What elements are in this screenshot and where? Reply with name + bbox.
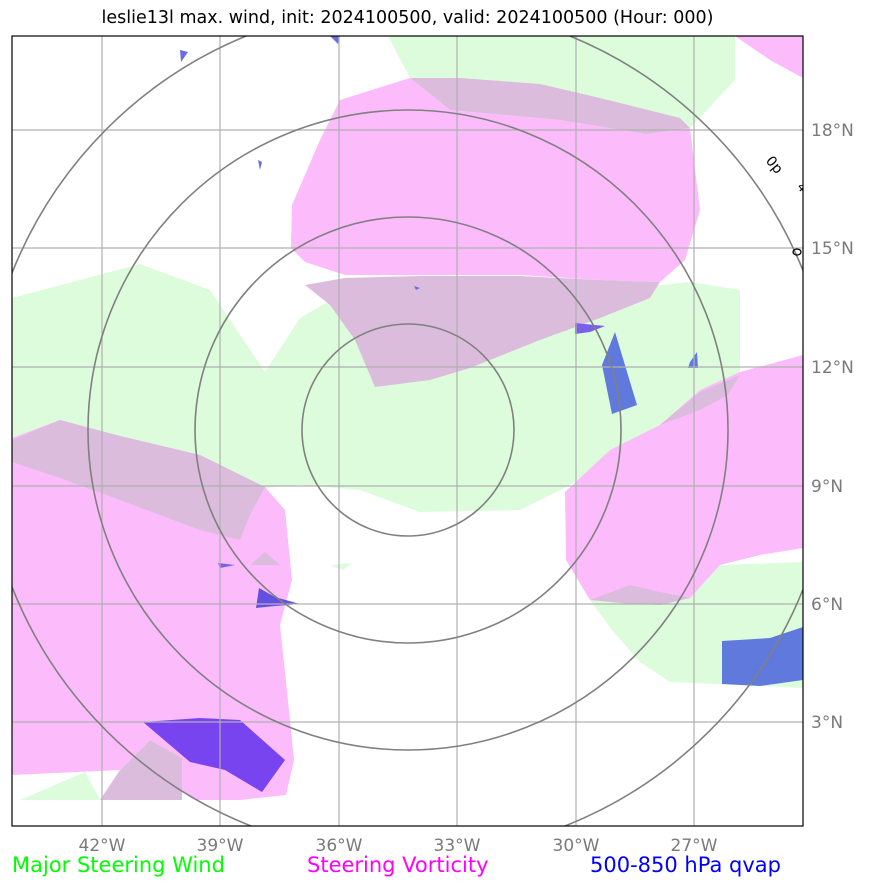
storm-marker-ring	[792, 248, 802, 256]
longitude-ticks: 42°W 39°W 36°W 33°W 30°W 27°W	[79, 836, 718, 856]
lat-tick-label: 6°N	[811, 595, 843, 615]
lat-lon-grid	[12, 36, 803, 826]
map-title: leslie13l max. wind, init: 2024100500, v…	[101, 8, 714, 28]
lon-tick-label: 36°W	[316, 836, 363, 856]
lon-tick-label: 27°W	[671, 836, 718, 856]
lon-tick-label: 33°W	[434, 836, 481, 856]
legend-steering-vorticity: Steering Vorticity	[307, 853, 489, 877]
map-frame	[11, 35, 804, 827]
storm-label: 0p	[762, 153, 786, 177]
legend-steering-wind: Major Steering Wind	[12, 853, 225, 877]
lat-tick-label: 15°N	[811, 239, 854, 259]
legend-qvap: 500-850 hPa qvap	[590, 853, 781, 877]
lat-tick-label: 3°N	[811, 713, 843, 733]
lon-tick-label: 39°W	[197, 836, 244, 856]
lon-tick-label: 42°W	[79, 836, 126, 856]
lon-tick-label: 30°W	[553, 836, 600, 856]
range-rings	[12, 36, 803, 826]
overlap-area	[12, 78, 740, 800]
storm-marker: 4	[794, 180, 810, 195]
lat-tick-label: 12°N	[811, 358, 854, 378]
lat-tick-label: 9°N	[811, 477, 843, 497]
qvap-area	[143, 36, 803, 792]
lat-tick-label: 18°N	[811, 121, 854, 141]
latitude-ticks: 18°N 15°N 12°N 9°N 6°N 3°N	[811, 121, 854, 733]
